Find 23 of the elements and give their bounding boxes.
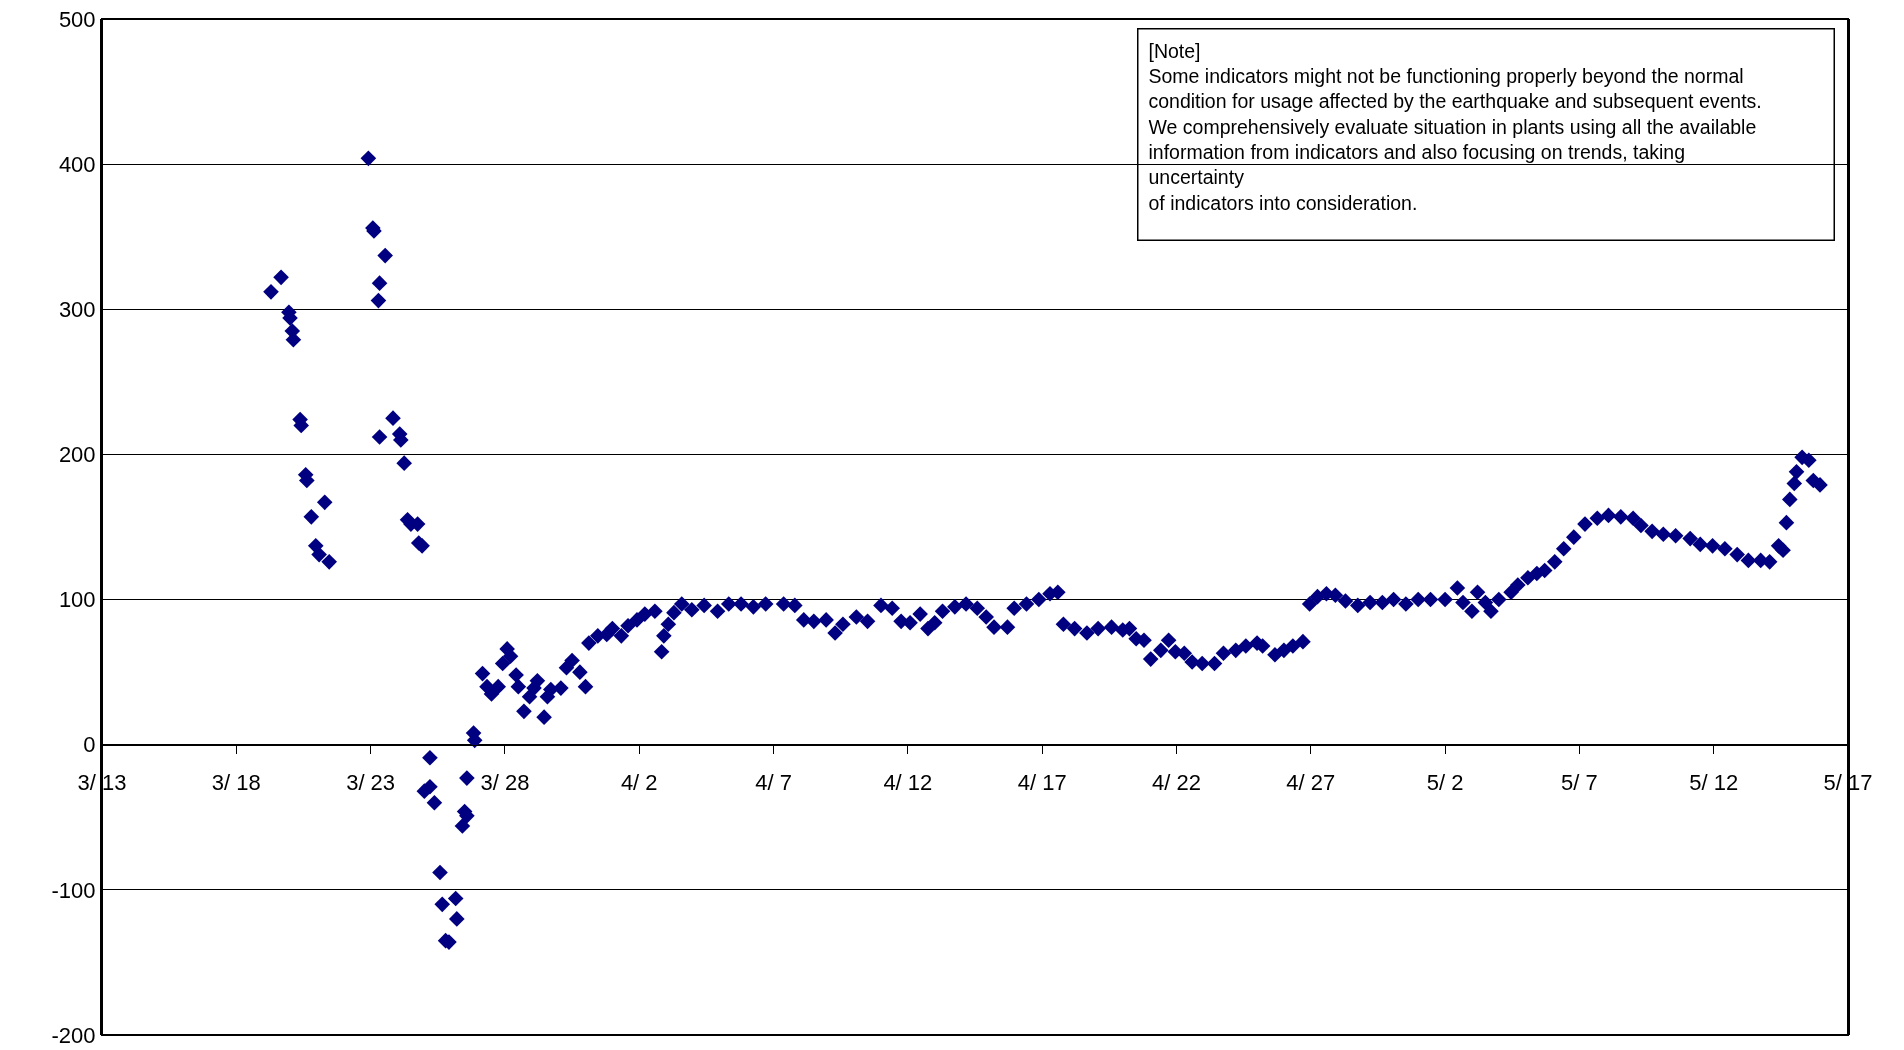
- x-tick-label: 4/ 2: [620, 770, 658, 796]
- y-tick-label: 300: [58, 296, 96, 322]
- x-tick-label: 4/ 17: [1017, 770, 1067, 796]
- y-tick-label: 400: [58, 151, 96, 177]
- x-tick-label: 4/ 27: [1286, 770, 1336, 796]
- x-tick-label: 5/ 17: [1823, 770, 1873, 796]
- y-tick-label: 0: [83, 732, 96, 758]
- x-tick-label: 5/ 2: [1426, 770, 1464, 796]
- annotation: [Note] Some indicators might not be functioning properly beyond the normal condition for usage affected by the earthquake and subsequent events. We comprehensively evaluate situation in plants using all the available information from indicators and also focusing on trends, taking uncertainty of indicators into consideration.: [1148, 39, 1762, 214]
- x-tick-label: 3/ 13: [77, 770, 127, 796]
- x-tick-label: 4/ 22: [1151, 770, 1201, 796]
- x-tick-label: 3/ 23: [346, 770, 396, 796]
- y-tick-label: 100: [58, 587, 96, 613]
- x-tick-label: 4/ 12: [883, 770, 933, 796]
- y-tick-label: 500: [58, 6, 96, 32]
- x-tick-label: 5/ 7: [1561, 770, 1598, 796]
- y-tick-label: 200: [58, 442, 96, 468]
- x-tick-label: 3/ 18: [211, 770, 261, 796]
- y-tick-label: -200: [51, 1022, 96, 1048]
- x-tick-label: 3/ 28: [480, 770, 530, 796]
- y-tick-label: -100: [51, 877, 96, 903]
- x-tick-label: 4/ 7: [755, 770, 792, 796]
- x-tick-label: 5/ 12: [1689, 770, 1739, 796]
